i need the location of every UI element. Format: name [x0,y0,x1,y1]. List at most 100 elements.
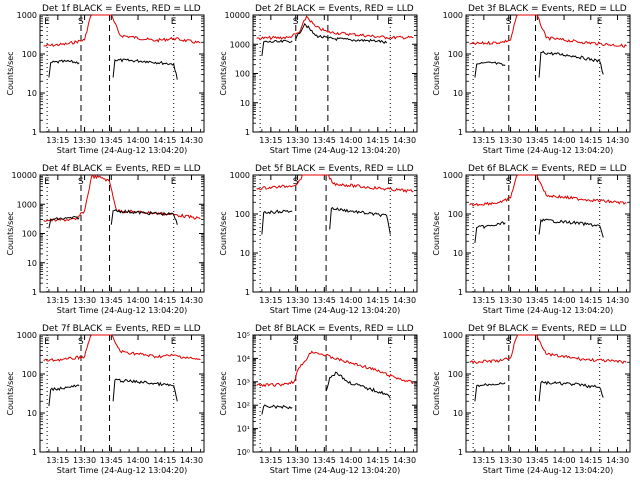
y-tick-label: 1000 [443,171,463,180]
x-tick-label: 14:00 [340,296,363,305]
y-axis-label: Counts/sec [219,371,228,415]
panel-title: Det 5f BLACK = Events, RED = LLD [255,164,414,174]
x-axis-label: Start Time (24-Aug-12 13:04:20) [483,306,614,315]
marker-label: E [171,177,177,187]
x-axis-label: Start Time (24-Aug-12 13:04:20) [483,146,614,155]
panel-1: Det 1f BLACK = Events, RED = LLD 1 10 100 10… [6,4,205,155]
x-tick-label: 13:30 [73,456,96,465]
events-trace [261,404,293,415]
panel-title: Det 7f BLACK = Events, RED = LLD [42,324,201,334]
panel-6: Det 6f BLACK = Events, RED = LLD 1 10 100 10… [432,164,631,315]
x-tick-label: 14:00 [340,136,363,145]
events-trace [538,218,604,238]
x-tick-label: 13:30 [73,136,96,145]
marker-label: E [597,17,603,27]
panel-5: Det 5f BLACK = Events, RED = LLD 1 10 100 10… [219,164,418,315]
x-axis-label: Start Time (24-Aug-12 13:04:20) [57,306,188,315]
events-trace [112,58,178,80]
y-tick-label: 1000 [17,11,37,20]
x-tick-label: 13:30 [286,136,309,145]
panel-4: Det 4f BLACK = Events, RED = LLD 1 10 100 10… [6,164,205,315]
x-tick-label: 13:45 [100,456,123,465]
marker-label: S [293,17,299,27]
y-axis-label: Counts/sec [432,51,441,95]
marker-label: S [506,177,512,187]
y-axis-label: Counts/sec [6,371,15,415]
marker-label: E [597,337,603,347]
y-tick-label: 1 [458,128,463,137]
x-tick-label: 14:00 [127,136,150,145]
y-tick-label: 10 [240,99,250,108]
y-tick-label: 1 [32,128,37,137]
lld-trace [256,174,414,194]
y-tick-label: 1 [32,448,37,457]
y-axis-label: Counts/sec [219,211,228,255]
y-tick-label: 1000 [17,331,37,340]
x-tick-label: 13:15 [472,296,495,305]
x-tick-label: 14:15 [153,456,176,465]
x-tick-label: 14:15 [579,136,602,145]
y-tick-label: 10 [27,89,37,98]
marker-label: S [506,17,512,27]
marker-label: S [78,17,84,27]
y-tick-label: 100 [448,370,463,379]
plot-frame [252,174,418,293]
x-axis-label: Start Time (24-Aug-12 13:04:20) [270,306,401,315]
y-tick-label: 10 [453,249,463,258]
plot-frame [252,334,418,453]
y-tick-label: 100 [448,210,463,219]
x-axis-label: Start Time (24-Aug-12 13:04:20) [270,146,401,155]
y-tick-label: 10 [240,249,250,258]
lld-trace [256,15,414,41]
y-axis-label: Counts/sec [6,51,15,95]
marker-label: S [293,177,299,187]
x-tick-label: 14:30 [180,296,203,305]
x-tick-label: 13:45 [100,136,123,145]
y-tick-label: 10 [27,259,37,268]
y-tick-label: 100 [235,70,250,79]
y-tick-label: 10⁴ [237,354,250,363]
y-axis-label: Counts/sec [6,211,15,255]
y-tick-label: 10⁰ [237,448,250,457]
lld-trace [469,174,627,207]
lld-trace [43,174,201,222]
events-trace [474,61,506,78]
marker-label: S [78,177,84,187]
events-trace [474,221,506,244]
x-tick-label: 14:15 [153,296,176,305]
x-tick-label: 13:30 [286,456,309,465]
panel-title: Det 3f BLACK = Events, RED = LLD [468,4,627,14]
x-tick-label: 13:15 [472,456,495,465]
y-tick-label: 1 [245,288,250,297]
y-tick-label: 10 [453,409,463,418]
y-tick-label: 100 [22,230,37,239]
x-tick-label: 13:30 [73,296,96,305]
lld-trace [469,334,627,365]
y-axis-label: Counts/sec [219,51,228,95]
x-tick-label: 14:30 [606,296,629,305]
x-tick-label: 13:30 [499,296,522,305]
marker-label: E [171,17,177,27]
y-tick-label: 10¹ [237,425,250,434]
x-tick-label: 14:00 [553,296,576,305]
x-tick-label: 14:15 [579,456,602,465]
x-tick-label: 13:30 [286,296,309,305]
lld-trace [43,334,201,362]
x-tick-label: 13:15 [259,136,282,145]
x-tick-label: 14:15 [153,136,176,145]
events-trace [48,215,80,229]
marker-label: E [387,337,393,347]
marker-label: E [597,177,603,187]
x-tick-label: 14:00 [553,456,576,465]
x-tick-label: 14:00 [127,296,150,305]
panel-title: Det 8f BLACK = Events, RED = LLD [255,324,414,334]
y-tick-label: 1 [458,288,463,297]
events-trace [48,59,80,78]
y-tick-label: 1000 [230,171,250,180]
x-tick-label: 13:45 [526,136,549,145]
marker-label: E [171,337,177,347]
y-tick-label: 10000 [12,171,37,180]
marker-label: E [387,177,393,187]
y-tick-label: 100 [235,210,250,219]
x-tick-label: 14:30 [180,136,203,145]
